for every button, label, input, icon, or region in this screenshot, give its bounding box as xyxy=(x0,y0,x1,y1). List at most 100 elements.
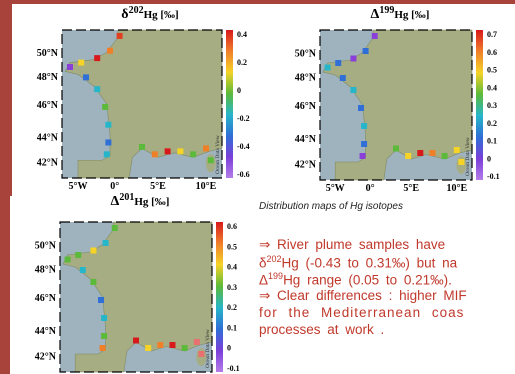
text: Hg range (0.05 to 0.21‰). xyxy=(283,273,452,288)
colorbar xyxy=(226,30,233,178)
sample-dot xyxy=(194,339,200,345)
sample-dot xyxy=(94,86,100,92)
title-part: 202 xyxy=(129,5,144,16)
watermark: Ocean Data View xyxy=(215,135,221,174)
sample-dot xyxy=(78,60,84,66)
title-part: 201 xyxy=(119,192,134,203)
lat-label: 46°N xyxy=(37,100,59,111)
sample-dot xyxy=(107,48,113,54)
colorbar-label: -0.2 xyxy=(237,114,250,123)
colorbar-label: 0 xyxy=(237,86,241,95)
sample-dot xyxy=(105,122,111,128)
sample-dot xyxy=(112,225,118,231)
sample-dot xyxy=(75,252,81,258)
sample-dot xyxy=(103,240,109,246)
colorbar-label: 0.7 xyxy=(487,30,497,39)
colorbar-label: 0.2 xyxy=(227,303,237,312)
text: ⇒ Clear differences : higher MIF xyxy=(259,288,467,303)
sample-dot xyxy=(139,144,145,150)
sample-dot xyxy=(145,345,151,351)
text-line: Δ199Hg range (0.05 to 0.21‰). xyxy=(259,271,452,288)
sample-dot xyxy=(203,145,209,151)
title-part: Δ xyxy=(371,7,380,22)
sample-dot xyxy=(429,150,435,156)
lon-label: 10°E xyxy=(196,181,217,192)
colorbar-label: 0.4 xyxy=(227,263,237,272)
sample-dot xyxy=(358,105,364,111)
sample-dot xyxy=(83,74,89,80)
lat-label: 48°N xyxy=(295,73,317,84)
colorbar-label: -0.4 xyxy=(237,142,250,151)
colorbar-label: 0.6 xyxy=(487,48,497,57)
text-line: for the Mediterranean coas xyxy=(259,305,464,320)
text: for the Mediterranean coas xyxy=(259,305,464,320)
lat-label: 48°N xyxy=(37,72,59,83)
sample-dot xyxy=(393,146,399,152)
colorbar-label: 0.5 xyxy=(227,242,237,251)
colorbar-label: 0 xyxy=(227,344,231,353)
superscript: 202 xyxy=(267,254,282,264)
title-part: Hg [‰] xyxy=(394,9,429,21)
lat-label: 42°N xyxy=(37,158,59,169)
sample-dot xyxy=(94,55,100,61)
lat-label: 48°N xyxy=(35,265,57,276)
text-line: processes at work . xyxy=(259,322,384,337)
lat-label: 44°N xyxy=(35,326,57,337)
colorbar-label: 0.1 xyxy=(227,323,237,332)
colorbar-label: 0.2 xyxy=(237,58,247,67)
sample-dot xyxy=(442,153,448,159)
sample-dot xyxy=(208,157,214,163)
colorbar-label: 0.6 xyxy=(227,222,237,231)
sample-dot xyxy=(104,151,110,157)
colorbar-label: 0.2 xyxy=(487,119,497,128)
sample-dot xyxy=(350,56,356,62)
colorbar-label: -0.6 xyxy=(237,170,250,179)
lon-label: 0° xyxy=(110,181,119,192)
sample-dot xyxy=(454,147,460,153)
sample-dot xyxy=(405,153,411,159)
text-line: δ202Hg (-0.43 to 0.31‰) but na xyxy=(259,254,457,271)
sample-dot xyxy=(101,315,107,321)
sample-dot xyxy=(152,151,158,157)
title-part: Hg [‰] xyxy=(134,196,169,208)
sample-dot xyxy=(117,33,123,39)
sample-dot xyxy=(102,104,108,110)
sample-dot xyxy=(157,342,163,348)
title-part: Δ xyxy=(111,194,120,209)
text-box: Distribution maps of Hg isotopes ⇒ River… xyxy=(255,193,515,374)
colorbar xyxy=(216,222,223,372)
lat-label: 50°N xyxy=(35,241,57,252)
lat-label: 46°N xyxy=(295,101,317,112)
sample-dot xyxy=(325,65,331,71)
lat-label: 42°N xyxy=(295,160,317,171)
sample-dot xyxy=(361,123,367,129)
colorbar-label: -0.1 xyxy=(487,172,500,181)
colorbar-label: 0.3 xyxy=(227,283,237,292)
sample-dot xyxy=(165,148,171,154)
sample-dot xyxy=(90,279,96,285)
sample-dot xyxy=(372,33,378,39)
sample-dot xyxy=(417,150,423,156)
sample-dot xyxy=(100,345,106,351)
lat-label: 44°N xyxy=(295,134,317,145)
lat-label: 46°N xyxy=(35,293,57,304)
lat-label: 50°N xyxy=(37,48,59,59)
text: Hg (-0.43 to 0.31‰) but na xyxy=(282,256,458,271)
text: δ xyxy=(259,256,267,271)
sample-dot xyxy=(65,257,71,263)
text-line: ⇒ Clear differences : higher MIF xyxy=(259,288,467,304)
colorbar-label: 0.4 xyxy=(237,30,247,39)
title-part: Hg [‰] xyxy=(144,9,179,21)
sample-dot xyxy=(350,87,356,93)
sample-dot xyxy=(335,60,341,66)
sample-dot xyxy=(182,345,188,351)
sample-dot xyxy=(177,148,183,154)
lat-label: 44°N xyxy=(37,133,59,144)
sample-dot xyxy=(360,153,366,159)
text-line: ⇒ River plume samples have xyxy=(259,237,445,253)
sample-dot xyxy=(458,159,464,165)
sample-dot xyxy=(67,64,73,70)
watermark: Ocean Data View xyxy=(205,329,211,368)
colorbar xyxy=(476,30,483,180)
sample-dot xyxy=(90,248,96,254)
